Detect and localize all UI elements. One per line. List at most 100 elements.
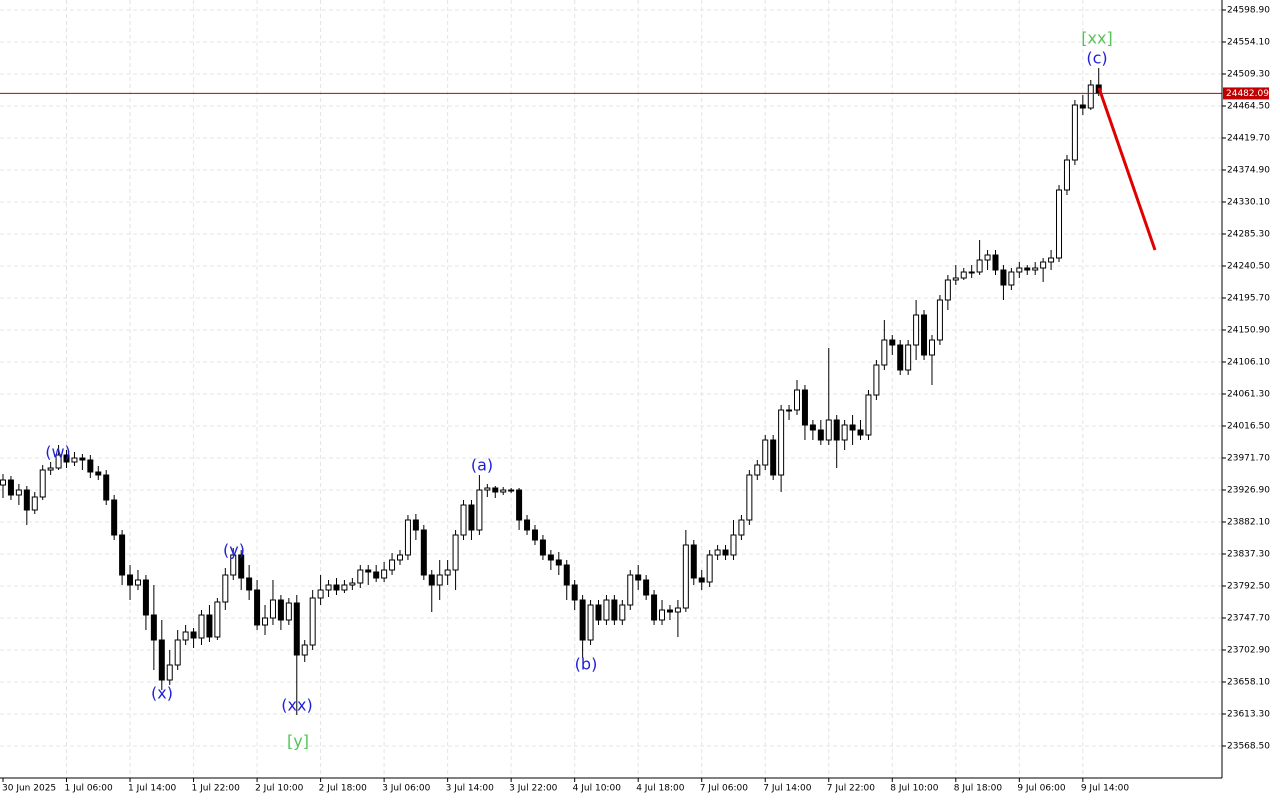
candle-body <box>921 314 928 356</box>
x-tick-label: 9 Jul 06:00 <box>1017 784 1066 794</box>
x-tick-label: 2 Jul 18:00 <box>319 784 368 794</box>
candle-body <box>928 339 935 356</box>
candle-body <box>516 489 523 521</box>
candle-body <box>952 277 959 281</box>
y-tick-label: 23747.70 <box>1227 614 1270 624</box>
x-tick-label: 8 Jul 18:00 <box>954 784 1003 794</box>
candle-body <box>1063 159 1070 191</box>
candle-body <box>627 574 634 606</box>
candle-body <box>222 574 229 603</box>
candle-body <box>1048 257 1055 263</box>
candle-body <box>817 429 824 441</box>
y-tick-label: 24106.10 <box>1227 358 1270 368</box>
candle-body <box>786 409 793 412</box>
candle-body <box>659 609 666 621</box>
candle-body <box>809 424 816 431</box>
candle-body <box>55 454 62 469</box>
candle-body <box>63 454 70 463</box>
last-price-box <box>1223 87 1269 100</box>
candle-body <box>71 457 78 463</box>
wave-label: (x) <box>151 684 173 703</box>
y-tick-label: 23702.90 <box>1227 646 1270 656</box>
candle-body <box>738 519 745 536</box>
x-tick-label: 3 Jul 06:00 <box>382 784 431 794</box>
candle-body <box>651 594 658 621</box>
candle-body <box>770 439 777 476</box>
wave-label: (c) <box>1086 49 1107 68</box>
candle-body <box>889 339 896 346</box>
grid <box>0 0 1226 782</box>
candle-body <box>460 504 467 536</box>
wave-label: (a) <box>471 456 493 475</box>
y-tick-label: 24150.90 <box>1227 326 1270 336</box>
candle-body <box>1000 269 1007 286</box>
candle-body <box>1087 84 1094 109</box>
x-tick-label: 2 Jul 10:00 <box>255 784 304 794</box>
candle-body <box>198 614 205 639</box>
candle-body <box>984 254 991 261</box>
candle-body <box>674 607 681 613</box>
y-tick-label: 24240.50 <box>1227 262 1270 272</box>
candle-body <box>452 534 459 571</box>
candle-body <box>563 564 570 586</box>
candle-body <box>0 479 6 486</box>
candle-body <box>913 314 920 346</box>
y-tick-label: 23613.30 <box>1227 710 1270 720</box>
candle-body <box>127 574 134 586</box>
candle-body <box>500 489 507 493</box>
y-tick-label: 24419.70 <box>1227 134 1270 144</box>
candle-body <box>15 489 22 496</box>
candle-body <box>635 574 642 581</box>
candle-body <box>746 474 753 521</box>
candle-body <box>794 389 800 411</box>
x-tick-label: 8 Jul 10:00 <box>890 784 939 794</box>
candle-body <box>349 582 356 586</box>
candle-body <box>389 559 396 571</box>
candle-body <box>254 589 261 626</box>
y-tick-label: 24554.10 <box>1227 38 1270 48</box>
candle-body <box>214 601 221 638</box>
candle-body <box>230 554 237 576</box>
candle-body <box>762 439 769 466</box>
x-tick-label: 30 Jun 2025 <box>2 784 56 794</box>
candle-body <box>587 604 594 641</box>
candle-body <box>166 664 173 681</box>
x-tick-label: 4 Jul 18:00 <box>636 784 685 794</box>
candle-body <box>119 534 126 576</box>
candle-body <box>357 569 364 584</box>
candle-body <box>206 614 213 638</box>
y-tick-label: 24195.70 <box>1227 294 1270 304</box>
candle-body <box>317 589 324 599</box>
candle-body <box>436 574 443 586</box>
candle-body <box>246 577 253 591</box>
y-tick-label: 23792.50 <box>1227 582 1270 592</box>
candle-body <box>936 299 943 341</box>
candle-body <box>492 487 499 493</box>
candle-body <box>833 419 840 441</box>
candle-body <box>1071 104 1078 161</box>
x-tick-label: 4 Jul 10:00 <box>573 784 622 794</box>
candle-body <box>484 487 491 491</box>
candle-body <box>293 602 300 656</box>
candle-body <box>262 617 269 626</box>
candle-body <box>182 631 189 641</box>
candle-body <box>476 489 483 531</box>
candle-body <box>666 609 673 613</box>
candle-body <box>1040 261 1047 269</box>
candle-body <box>95 471 102 476</box>
candle-body <box>960 271 967 279</box>
candle-body <box>865 394 872 436</box>
y-tick-label: 23658.10 <box>1227 678 1270 688</box>
candle-body <box>158 639 165 681</box>
candle-body <box>341 584 348 591</box>
candle-body <box>690 544 697 579</box>
candle-body <box>841 424 848 441</box>
candle-body <box>468 504 475 531</box>
candle-body <box>539 539 546 556</box>
candle-body <box>325 584 332 591</box>
last-price-label: 24482.09 <box>1226 89 1269 99</box>
x-tick-label: 7 Jul 22:00 <box>827 784 876 794</box>
candle-body <box>579 599 586 641</box>
